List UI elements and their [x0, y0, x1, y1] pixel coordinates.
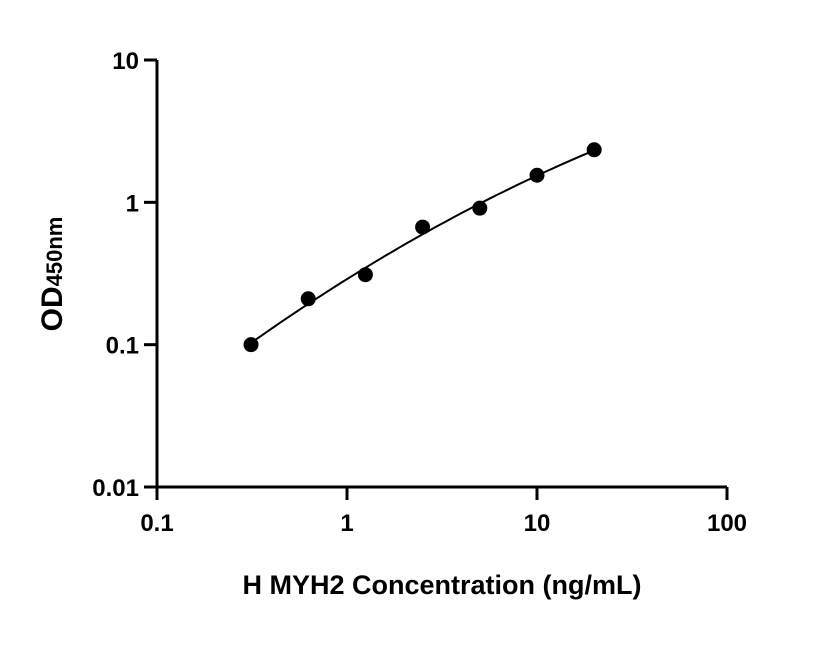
- y-axis-label: OD450nm: [36, 217, 69, 332]
- data-points: [243, 142, 602, 353]
- y-axis-label-main: OD: [36, 286, 69, 331]
- y-tick-label: 10: [112, 48, 139, 75]
- x-tick-label: 0.1: [140, 510, 173, 537]
- data-point: [300, 291, 316, 307]
- x-tick-label: 10: [524, 510, 551, 537]
- data-point: [586, 142, 602, 158]
- data-point: [529, 167, 545, 183]
- y-tick-label: 0.01: [92, 475, 139, 502]
- y-axis-label-subscript: 450nm: [42, 217, 67, 287]
- x-tick-label: 100: [707, 510, 747, 537]
- data-point: [415, 219, 431, 235]
- y-tick-label: 1: [126, 190, 139, 217]
- data-point: [357, 267, 373, 283]
- axes: [155, 60, 727, 489]
- x-tick-label: 1: [340, 510, 353, 537]
- y-tick-label: 0.1: [106, 333, 139, 360]
- x-axis-label: H MYH2 Concentration (ng/mL): [243, 570, 642, 600]
- data-point: [472, 200, 488, 216]
- data-point: [243, 337, 259, 353]
